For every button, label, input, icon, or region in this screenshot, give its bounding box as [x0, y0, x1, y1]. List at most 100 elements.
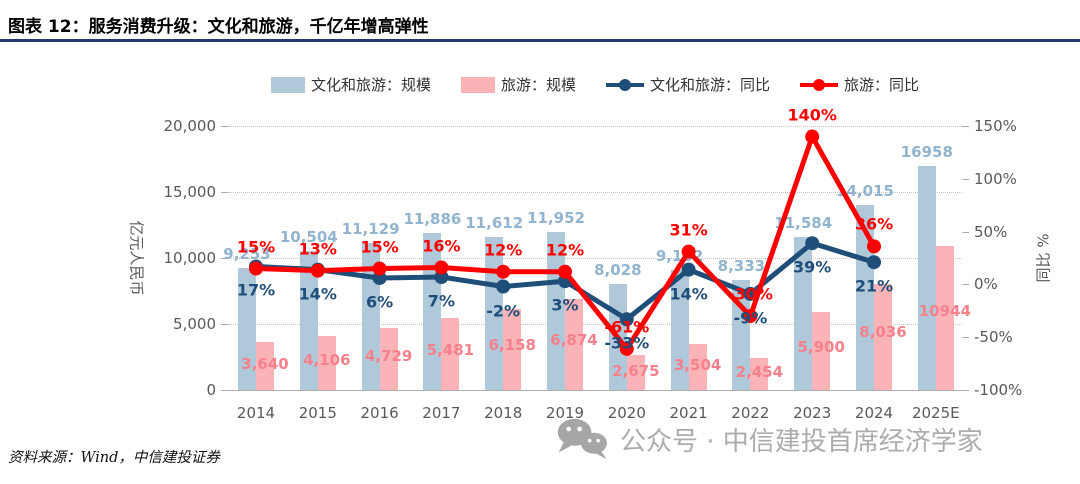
tourism-line-swatch	[800, 77, 839, 93]
legend-item-culture-scale: 文化和旅游：规模	[270, 74, 431, 95]
bar-tourism	[256, 341, 274, 390]
bar-label-tourism: 10944	[918, 301, 971, 320]
legend-label: 旅游：同比	[844, 76, 920, 94]
bar-label-culture: 11,952	[527, 209, 585, 228]
yoy-label-tourism: 12%	[545, 240, 585, 260]
bar-tourism	[688, 343, 707, 390]
yoy-label-culture: -9%	[733, 308, 768, 328]
legend-item-culture-yoy: 文化和旅游：同比	[606, 74, 770, 95]
y2-axis-tick-label: -50%	[974, 328, 1013, 347]
y2-axis-tick-label: 150%	[974, 117, 1017, 135]
y-axis-tick-mark	[221, 390, 228, 391]
bar-label-tourism: 2,454	[735, 363, 784, 382]
bar-culture-tourism	[917, 166, 936, 390]
yoy-label-tourism: -30%	[727, 284, 773, 304]
y2-axis-tick-label: 100%	[974, 169, 1017, 188]
bar-label-tourism: 6,158	[488, 336, 536, 355]
watermark: 公众号 · 中信建投首席经济学家	[556, 418, 983, 460]
x-axis-label: 2020	[607, 404, 646, 422]
right-axis-title: 同比 %	[1034, 233, 1053, 283]
yoy-label-culture: -2%	[486, 301, 521, 320]
x-axis-label: 2015	[298, 404, 337, 422]
bar-label-culture: 14,015	[836, 182, 894, 200]
bar-label-tourism: 4,729	[364, 346, 413, 365]
bar-label-culture: 11,129	[341, 220, 400, 239]
gridline	[228, 324, 962, 325]
yoy-label-tourism: 36%	[854, 214, 894, 234]
bar-label-tourism: 8,036	[859, 322, 907, 341]
bar-label-culture: 8,028	[594, 261, 642, 280]
watermark-text: 公众号 · 中信建投首席经济学家	[620, 426, 983, 457]
bar-label-tourism: 2,675	[612, 361, 660, 380]
y-axis-tick-mark	[221, 126, 228, 127]
bar-label-tourism: 3,504	[673, 355, 722, 374]
bar-label-tourism: 6,874	[550, 331, 598, 350]
y-axis-tick-mark	[221, 258, 228, 259]
bar-label-tourism: 5,900	[797, 338, 845, 357]
y2-axis-tick-label: 0%	[974, 275, 998, 294]
y-axis-tick-label: 5,000	[173, 315, 216, 333]
yoy-label-tourism: 13%	[298, 239, 337, 259]
bar-label-culture: 8,333	[717, 257, 766, 275]
legend-label: 文化和旅游：同比	[650, 76, 771, 94]
yoy-label-tourism: 15%	[360, 237, 399, 257]
yoy-label-tourism: 12%	[484, 240, 523, 260]
bar-label-culture: 9,102	[655, 246, 704, 265]
yoy-label-culture: 14%	[669, 284, 708, 304]
gridline	[228, 126, 962, 127]
culture-bar-swatch	[270, 76, 305, 93]
bar-tourism	[874, 283, 892, 390]
y2-axis-tick-mark	[962, 231, 969, 233]
left-axis-title: 亿元人民币	[127, 220, 146, 296]
yoy-label-culture: 3%	[551, 295, 579, 315]
x-axis-label: 2022	[731, 404, 770, 422]
x-axis-label: 2024	[854, 404, 894, 422]
x-axis-label: 2021	[669, 404, 708, 422]
bar-tourism	[626, 354, 645, 390]
x-axis-label: 2023	[793, 404, 832, 422]
yoy-label-culture: 17%	[236, 280, 276, 300]
tourism-bar-swatch	[460, 76, 495, 93]
chart-legend: 文化和旅游：规模 旅游：规模 文化和旅游：同比 旅游：同比	[128, 74, 1062, 95]
y-axis-tick-mark	[221, 324, 228, 325]
yoy-label-culture: 7%	[427, 291, 455, 311]
y-axis-tick-label: 20,000	[163, 117, 217, 135]
yoy-label-culture: 39%	[793, 257, 832, 277]
culture-line-swatch	[606, 77, 644, 93]
bar-label-culture: 11,612	[465, 213, 524, 232]
legend-item-tourism-yoy: 旅游：同比	[800, 74, 919, 95]
line-marker	[805, 129, 820, 144]
y2-axis-tick-label: 50%	[974, 222, 1008, 241]
x-axis-label: 2025E	[911, 404, 960, 422]
bar-culture-tourism	[238, 267, 256, 390]
bar-label-tourism: 4,106	[303, 351, 351, 370]
bar-culture-tourism	[299, 251, 318, 390]
x-axis-label: 2018	[484, 404, 523, 422]
bar-culture-tourism	[423, 233, 442, 390]
legend-item-tourism-scale: 旅游：规模	[460, 74, 576, 95]
x-axis-label: 2016	[360, 404, 399, 422]
x-axis-line	[228, 390, 962, 391]
y-axis-tick-label: 0	[206, 381, 216, 399]
legend-label: 文化和旅游：规模	[310, 76, 431, 94]
yoy-label-tourism: 140%	[787, 105, 837, 125]
wechat-icon	[557, 418, 607, 460]
x-axis-label: 2014	[236, 404, 276, 422]
yoy-label-culture: 21%	[854, 276, 894, 296]
yoy-label-tourism: 16%	[422, 236, 461, 255]
y-axis-tick-mark	[221, 192, 228, 193]
bar-label-culture: 11,886	[403, 210, 462, 229]
source-note: 资料来源：Wind，中信建投证券	[8, 450, 220, 466]
yoy-label-culture: 14%	[298, 284, 337, 304]
legend-label: 旅游：规模	[500, 76, 576, 94]
bar-label-culture: 16958	[900, 143, 953, 162]
yoy-label-tourism: 15%	[236, 237, 276, 257]
yoy-label-tourism: 31%	[669, 220, 708, 240]
y-axis-tick-label: 15,000	[163, 183, 217, 201]
yoy-label-culture: -33%	[604, 333, 650, 353]
bar-tourism	[935, 245, 954, 390]
y2-axis-tick-mark	[962, 390, 969, 391]
bar-culture-tourism	[361, 243, 380, 390]
y2-axis-tick-mark	[962, 337, 969, 339]
